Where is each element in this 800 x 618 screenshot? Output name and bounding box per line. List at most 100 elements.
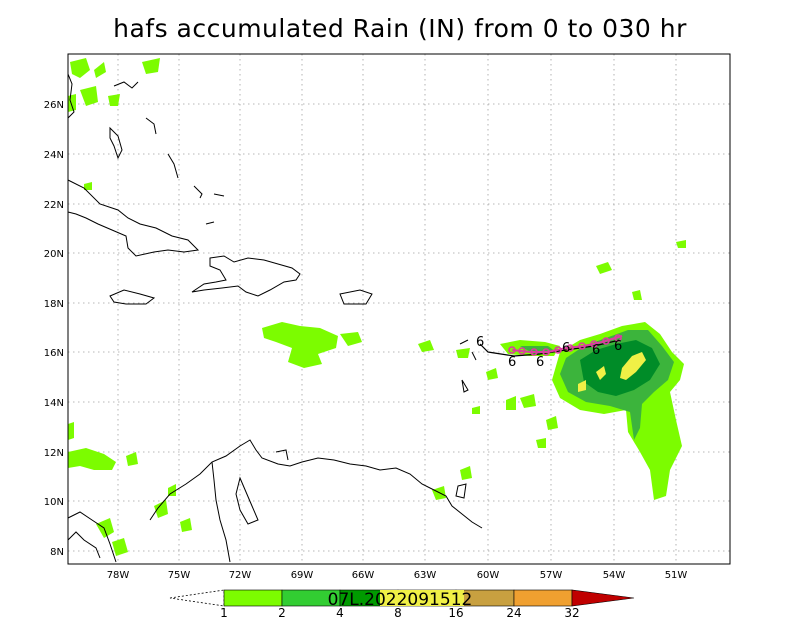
x-tick-label: 63W <box>414 570 437 581</box>
rain-cell <box>486 368 498 380</box>
plot-frame <box>67 53 731 565</box>
rain-cell <box>456 348 470 358</box>
rain-area-light <box>68 448 116 470</box>
storm-label: 07L.2022091512 <box>328 590 473 610</box>
track-point <box>554 346 562 354</box>
coastline-bahamas <box>167 153 179 179</box>
rain-cell <box>472 406 480 414</box>
y-tick-label: 18N <box>44 299 64 310</box>
coastlines <box>67 73 483 563</box>
y-tick-label: 20N <box>44 249 64 260</box>
track-point <box>590 340 598 348</box>
rain-cell <box>84 182 92 190</box>
x-axis-ticks: 78W 75W 72W 69W 66W 63W 60W 57W 54W 51W <box>107 570 688 581</box>
rain-area-light <box>340 332 362 346</box>
track-point <box>614 334 622 342</box>
y-tick-label: 10N <box>44 497 64 508</box>
rain-cell <box>546 416 558 430</box>
rain-cell <box>154 500 168 518</box>
track-symbol-black: 6 <box>508 355 516 370</box>
x-tick-label: 78W <box>107 570 130 581</box>
rain-cell <box>70 58 90 78</box>
coastline-antilles <box>471 351 477 361</box>
track-point <box>542 348 550 356</box>
rain-area-yellow <box>578 380 586 392</box>
colorbar-level-label: 24 <box>506 606 521 618</box>
colorbar-level-label: 4 <box>336 606 344 618</box>
colorbar-segment <box>223 589 283 607</box>
y-tick-label: 22N <box>44 200 64 211</box>
coastline-antilles <box>455 483 467 499</box>
grid-lines <box>68 54 730 564</box>
track-point <box>530 348 538 356</box>
coastline-florida <box>67 73 75 119</box>
track-point <box>508 346 516 354</box>
colorbar-segment-below <box>169 589 225 607</box>
coastline-lake-maracaibo <box>235 476 259 525</box>
rain-cell <box>108 94 120 106</box>
coastline-puerto-rico <box>339 289 373 305</box>
rain-cell <box>126 452 138 466</box>
coastline-bahamas <box>193 185 203 199</box>
track-symbol-black: 6 <box>536 355 544 370</box>
rain-area-light <box>262 322 338 368</box>
map-title: hafs accumulated Rain (IN) from 0 to 030… <box>113 14 687 43</box>
track-point <box>602 337 610 345</box>
y-tick-label: 12N <box>44 448 64 459</box>
rain-cell <box>168 484 176 496</box>
coastline-antilles <box>459 339 469 345</box>
rain-cell <box>96 518 114 538</box>
track-point <box>566 344 574 352</box>
track-symbol-black: 6 <box>476 335 484 350</box>
coastline-panama <box>67 531 101 559</box>
colorbar-segment-above <box>571 589 635 607</box>
track-line-magenta <box>511 335 623 353</box>
x-tick-label: 75W <box>168 570 191 581</box>
coastline-bahamas <box>113 81 139 89</box>
coastline-bahamas <box>213 193 225 197</box>
coastline-guajira <box>211 461 231 563</box>
y-tick-label: 14N <box>44 398 64 409</box>
colorbar-level-label: 32 <box>564 606 579 618</box>
coastline-cuba <box>67 179 200 257</box>
rain-cell <box>142 58 160 74</box>
y-tick-label: 26N <box>44 100 64 111</box>
x-tick-label: 72W <box>229 570 252 581</box>
y-tick-label: 8N <box>50 547 64 558</box>
rain-cell <box>520 394 536 408</box>
x-tick-label: 69W <box>291 570 314 581</box>
y-tick-label: 16N <box>44 348 64 359</box>
rain-cell <box>596 262 612 274</box>
track-symbol-black: 6 <box>614 339 622 354</box>
coastline-paraguana <box>275 449 289 461</box>
rain-cell <box>536 438 546 448</box>
rain-cell <box>632 290 642 300</box>
track-symbol-black: 6 <box>562 341 570 356</box>
rain-cell <box>676 240 686 248</box>
colorbar-level-label: 16 <box>448 606 463 618</box>
coastline-bahamas <box>109 126 123 160</box>
coastline-hispaniola <box>191 255 301 297</box>
rain-cell <box>68 94 76 112</box>
track-point <box>518 347 526 355</box>
colorbar-level-label: 8 <box>394 606 402 618</box>
coastline-jamaica <box>109 289 156 305</box>
rain-cell <box>80 86 98 106</box>
plot-background <box>68 54 730 564</box>
track-point <box>578 342 586 350</box>
storm-track: 6 6 6 6 6 6 <box>476 334 623 370</box>
track-symbol-black: 6 <box>592 343 600 358</box>
rain-cell <box>418 340 434 352</box>
y-tick-label: 24N <box>44 150 64 161</box>
x-tick-label: 51W <box>665 570 688 581</box>
rain-area-yellow <box>596 366 606 380</box>
x-tick-label: 60W <box>477 570 500 581</box>
colorbar-level-label: 1 <box>220 606 228 618</box>
rain-cell <box>180 518 192 532</box>
coastline-bahamas <box>145 117 157 135</box>
coastline-islet <box>205 221 215 225</box>
coastline-antilles <box>461 379 469 393</box>
rain-cell <box>94 62 106 78</box>
storm-label-highlight <box>380 590 464 606</box>
